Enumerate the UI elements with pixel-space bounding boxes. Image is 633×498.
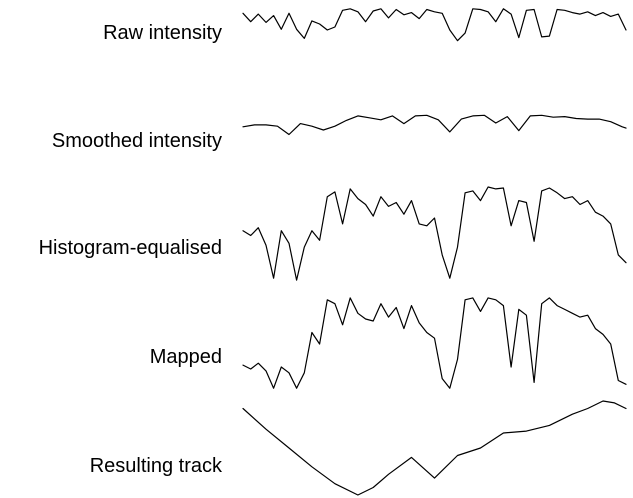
- row-label-raw-intensity: Raw intensity: [103, 22, 222, 44]
- smoothed-intensity-trace: [242, 114, 627, 136]
- row-label-smoothed-intensity: Smoothed intensity: [51, 130, 222, 152]
- row-label-histogram-equalised: Histogram-equalised: [38, 237, 222, 259]
- mapped-trace: [242, 297, 627, 389]
- histogram-equalised-trace: [242, 186, 627, 281]
- row-label-mapped: Mapped: [149, 346, 222, 368]
- resulting-track-trace: [242, 400, 627, 496]
- row-label-resulting-track: Resulting track: [89, 455, 222, 477]
- raw-intensity-trace: [242, 8, 627, 42]
